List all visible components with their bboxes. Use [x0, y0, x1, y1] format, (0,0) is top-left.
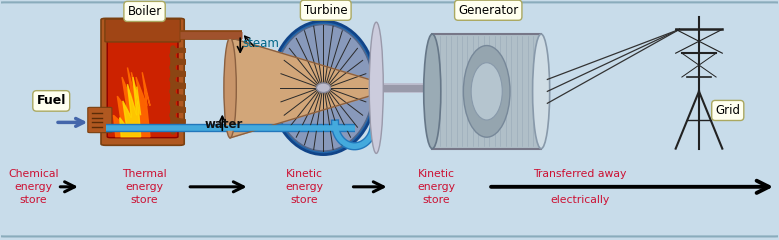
Ellipse shape [273, 24, 373, 151]
Text: Transferred away

electrically: Transferred away electrically [534, 169, 626, 205]
Text: Turbine: Turbine [304, 4, 347, 17]
Ellipse shape [316, 83, 330, 93]
Ellipse shape [270, 21, 376, 155]
Text: Grid: Grid [715, 104, 740, 117]
Ellipse shape [369, 22, 383, 153]
Ellipse shape [471, 63, 502, 120]
Text: Kinetic
energy
store: Kinetic energy store [285, 169, 323, 205]
Text: Chemical
energy
store: Chemical energy store [8, 169, 58, 205]
Text: steam: steam [243, 37, 280, 50]
FancyBboxPatch shape [0, 2, 779, 236]
FancyBboxPatch shape [101, 18, 184, 145]
Ellipse shape [424, 34, 441, 149]
Ellipse shape [224, 38, 236, 138]
FancyBboxPatch shape [105, 19, 180, 42]
FancyBboxPatch shape [108, 36, 178, 138]
Polygon shape [120, 77, 141, 137]
Ellipse shape [533, 34, 550, 149]
FancyBboxPatch shape [88, 107, 112, 133]
Text: water: water [205, 118, 243, 131]
Text: Kinetic
energy
store: Kinetic energy store [418, 169, 455, 205]
Polygon shape [230, 38, 373, 138]
Text: Boiler: Boiler [128, 5, 162, 18]
Ellipse shape [464, 46, 510, 137]
Polygon shape [114, 67, 150, 137]
FancyBboxPatch shape [432, 34, 541, 149]
Text: Generator: Generator [458, 4, 518, 17]
Text: Fuel: Fuel [37, 94, 66, 108]
Text: Thermal
energy
store: Thermal energy store [122, 169, 167, 205]
